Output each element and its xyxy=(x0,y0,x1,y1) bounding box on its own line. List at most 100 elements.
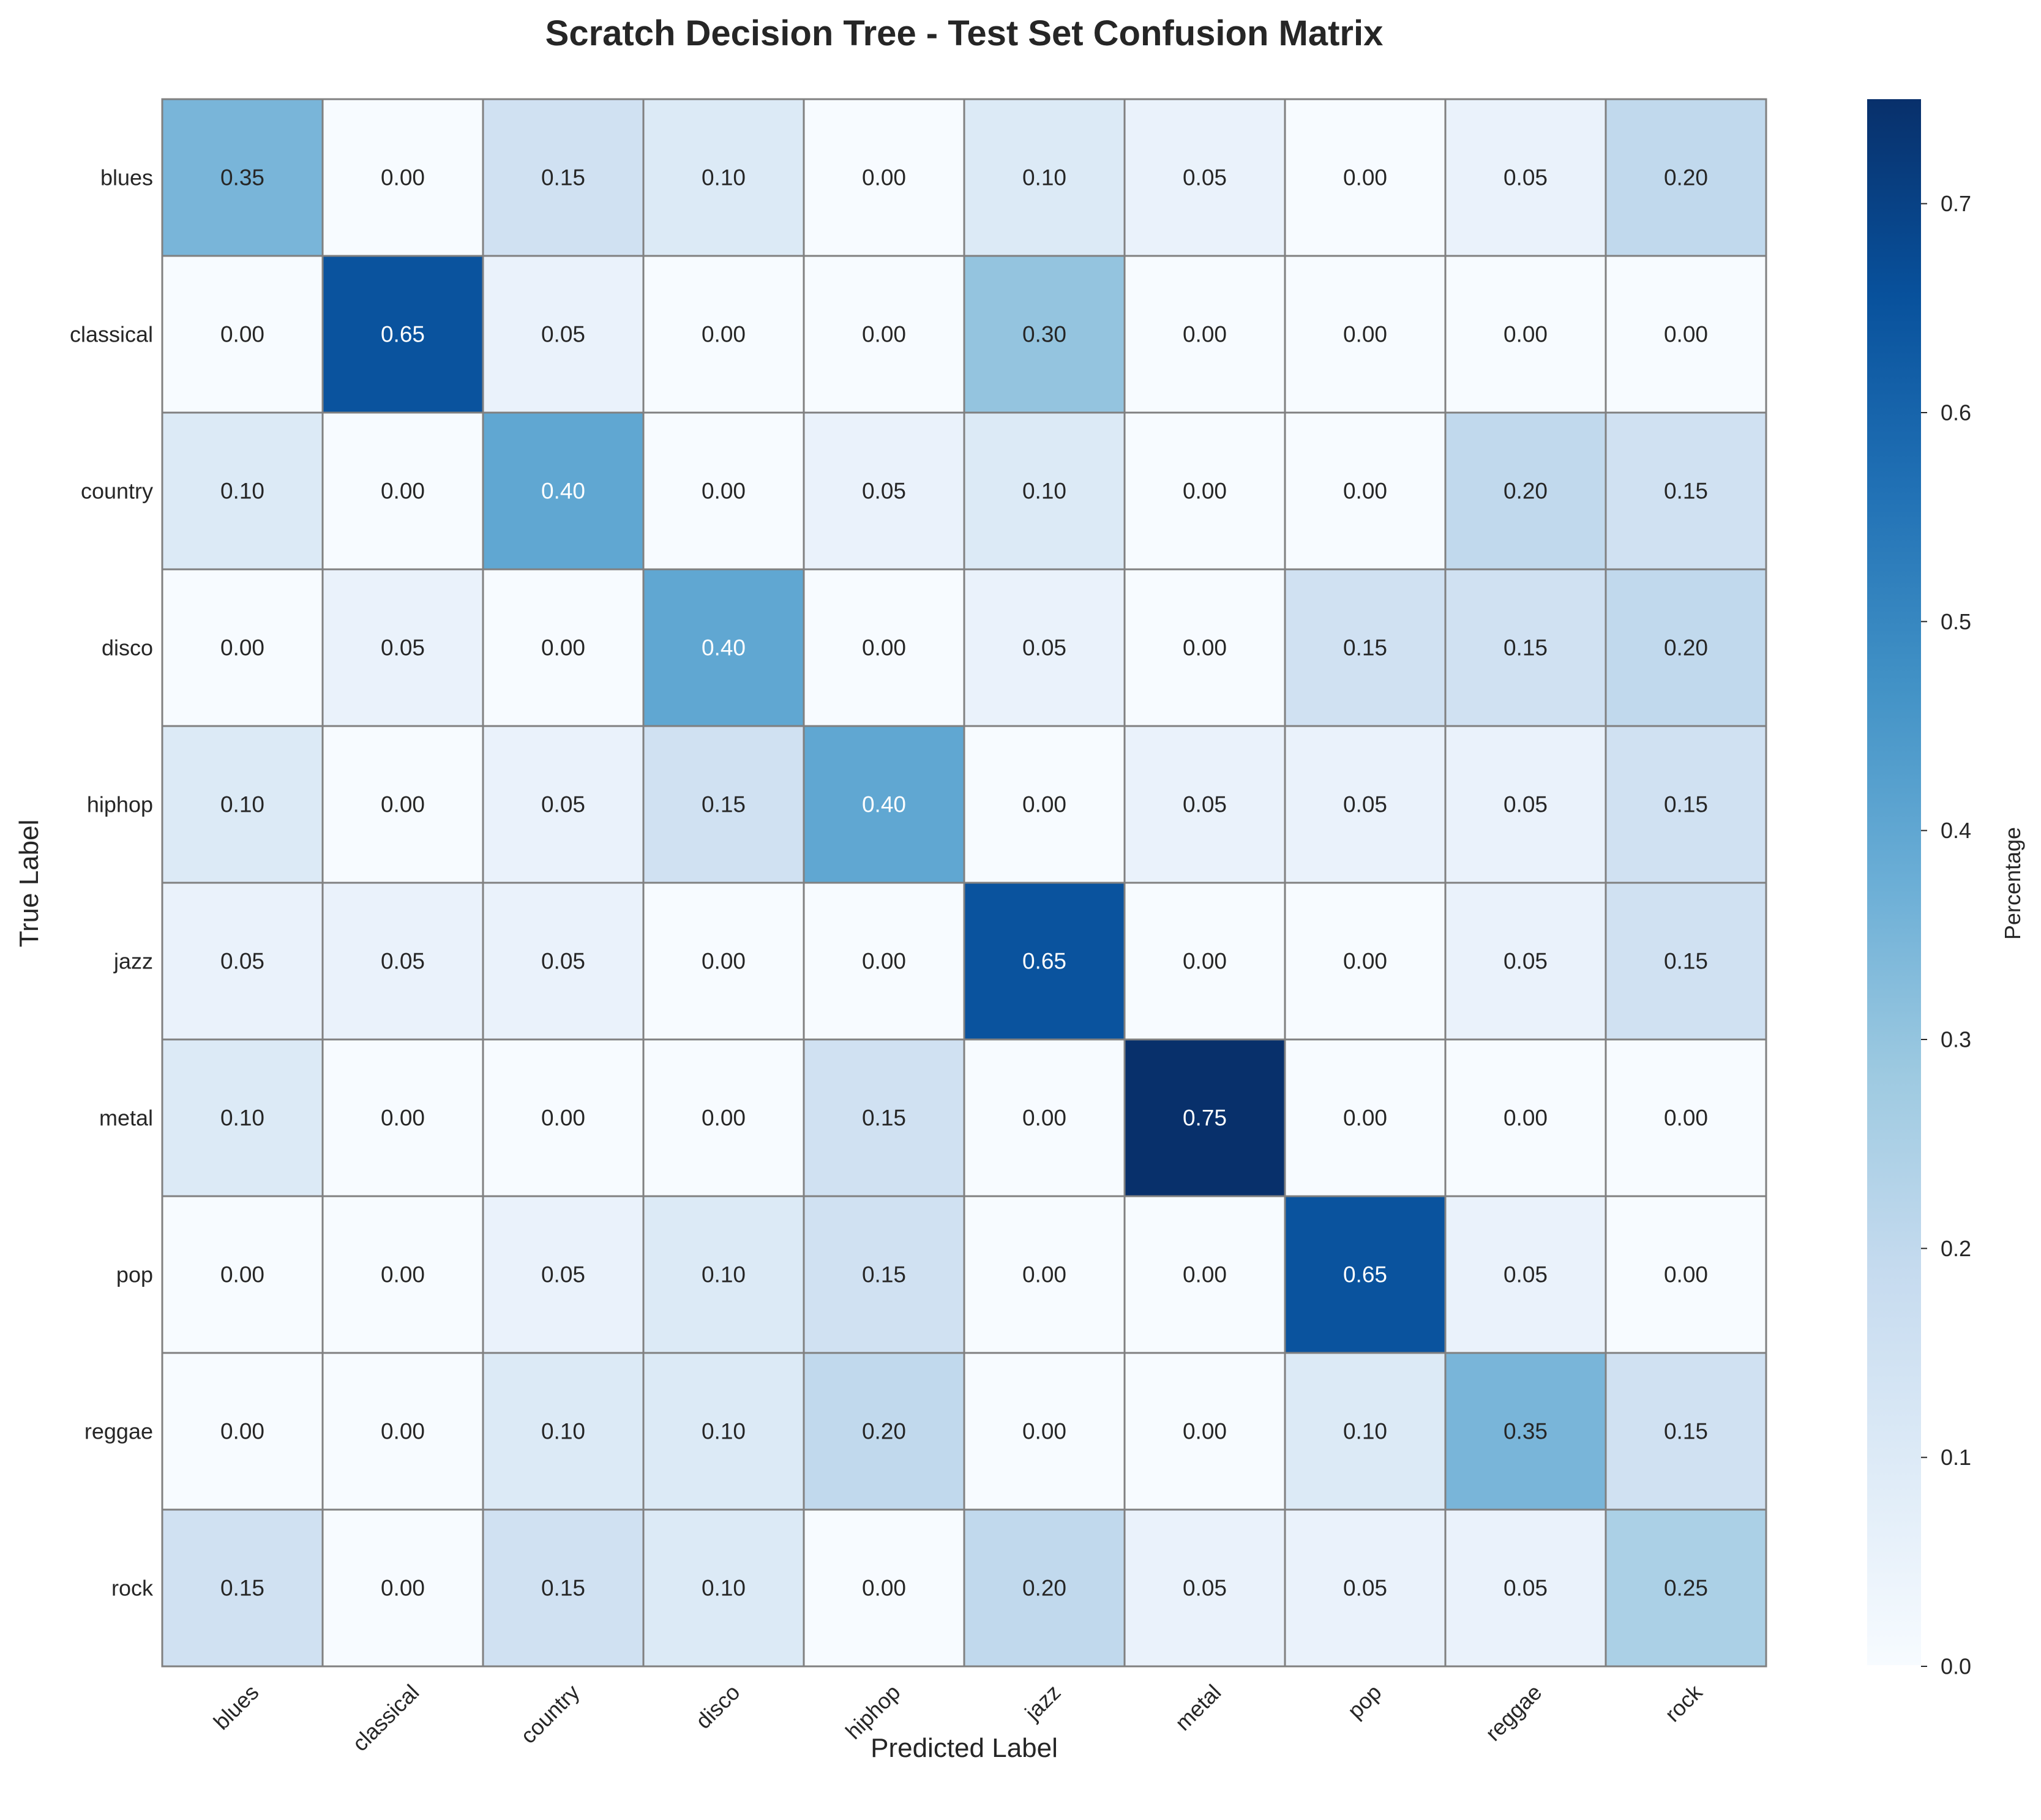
cell-value-label: 0.05 xyxy=(1183,1576,1227,1601)
heatmap-cell-disco-blues xyxy=(161,568,324,727)
cell-value-label: 0.00 xyxy=(1022,1106,1066,1131)
heatmap-cell-pop-country xyxy=(482,1195,645,1354)
cell-value-label: 0.00 xyxy=(1022,1262,1066,1287)
cell-value-label: 0.05 xyxy=(541,792,585,817)
heatmap-cell-reggae-reggae xyxy=(1444,1352,1607,1511)
cell-value-label: 0.00 xyxy=(862,165,906,190)
cell-value-label: 0.00 xyxy=(541,635,585,661)
cell-value-label: 0.05 xyxy=(381,635,425,661)
cell-value-label: 0.00 xyxy=(1183,1262,1227,1287)
heatmap-cell-reggae-classical xyxy=(321,1352,484,1511)
cell-value-label: 0.00 xyxy=(862,1576,906,1601)
heatmap-cell-disco-pop xyxy=(1284,568,1447,727)
cell-value-label: 0.05 xyxy=(862,479,906,504)
heatmap-cell-rock-blues xyxy=(161,1508,324,1668)
y-tick-label-classical: classical xyxy=(70,322,153,347)
heatmap-cell-reggae-rock xyxy=(1605,1352,1767,1511)
cell-value-label: 0.35 xyxy=(1504,1419,1548,1444)
y-tick-label-country: country xyxy=(81,479,153,504)
cell-value-label: 0.05 xyxy=(541,322,585,347)
cell-value-label: 0.65 xyxy=(1343,1262,1387,1287)
cell-value-label: 0.00 xyxy=(1343,165,1387,190)
cell-value-label: 0.00 xyxy=(1664,1262,1708,1287)
heatmap-cell-metal-rock xyxy=(1605,1038,1767,1197)
cell-value-label: 0.00 xyxy=(1343,322,1387,347)
cell-value-label: 0.00 xyxy=(220,635,264,661)
heatmap-cell-values: 0.35 0.00 0.15 0.10 0.00 0.10 0.05 0.00 0.05 0.20… xyxy=(220,165,1708,1601)
colorbar-label: Percentage xyxy=(2000,827,2025,940)
heatmap-cell-metal-classical xyxy=(321,1038,484,1197)
y-tick-label-blues: blues xyxy=(100,165,153,190)
cell-value-label: 0.00 xyxy=(381,1576,425,1601)
heatmap-cell-pop-classical xyxy=(321,1195,484,1354)
heatmap-cell-metal-reggae xyxy=(1444,1038,1607,1197)
cell-value-label: 0.05 xyxy=(1504,1262,1548,1287)
heatmap-cell-classical-rock xyxy=(1605,255,1767,414)
heatmap-cell-reggae-blues xyxy=(161,1352,324,1511)
x-axis-label: Predicted Label xyxy=(871,1733,1058,1763)
heatmap-cell-classical-hiphop xyxy=(803,255,965,414)
cell-value-label: 0.05 xyxy=(1022,635,1066,661)
heatmap-cell-rock-reggae xyxy=(1444,1508,1607,1668)
heatmap-cell-hiphop-pop xyxy=(1284,725,1447,884)
colorbar-tick-label: 0.4 xyxy=(1941,818,1971,843)
cell-value-label: 0.00 xyxy=(862,635,906,661)
heatmap-cell-pop-rock xyxy=(1605,1195,1767,1354)
cell-value-label: 0.00 xyxy=(1504,322,1548,347)
heatmap-cell-disco-jazz xyxy=(963,568,1126,727)
heatmap-cell-blues-reggae xyxy=(1444,98,1607,257)
heatmap-cell-country-classical xyxy=(321,411,484,571)
cell-value-label: 0.00 xyxy=(1183,635,1227,661)
heatmap-cell-blues-country xyxy=(482,98,645,257)
heatmap-cell-metal-country xyxy=(482,1038,645,1197)
heatmap-cell-pop-jazz xyxy=(963,1195,1126,1354)
cell-value-label: 0.15 xyxy=(1504,635,1548,661)
heatmap-cell-blues-rock xyxy=(1605,98,1767,257)
cell-value-label: 0.00 xyxy=(381,1419,425,1444)
heatmap-cell-jazz-reggae xyxy=(1444,882,1607,1041)
heatmap-cell-rock-country xyxy=(482,1508,645,1668)
y-axis-label: True Label xyxy=(14,820,44,948)
cell-value-label: 0.15 xyxy=(1343,635,1387,661)
heatmap-cell-classical-disco xyxy=(642,255,805,414)
cell-value-label: 0.05 xyxy=(541,949,585,974)
cell-value-label: 0.15 xyxy=(1664,949,1708,974)
colorbar-tick-label: 0.3 xyxy=(1941,1027,1971,1052)
y-tick-label-pop: pop xyxy=(116,1262,153,1287)
heatmap-cell-country-disco xyxy=(642,411,805,571)
cell-value-label: 0.05 xyxy=(1343,1576,1387,1601)
cell-value-label: 0.65 xyxy=(381,322,425,347)
heatmap-cell-reggae-metal xyxy=(1123,1352,1286,1511)
cell-value-label: 0.05 xyxy=(1343,792,1387,817)
heatmap-cell-country-jazz xyxy=(963,411,1126,571)
cell-value-label: 0.40 xyxy=(862,792,906,817)
heatmap-cell-disco-hiphop xyxy=(803,568,965,727)
cell-value-label: 0.15 xyxy=(862,1262,906,1287)
cell-value-label: 0.00 xyxy=(862,322,906,347)
cell-value-label: 0.10 xyxy=(1022,479,1066,504)
cell-value-label: 0.05 xyxy=(1504,165,1548,190)
heatmap-cell-classical-reggae xyxy=(1444,255,1607,414)
heatmap-cell-hiphop-metal xyxy=(1123,725,1286,884)
heatmap-cell-country-reggae xyxy=(1444,411,1607,571)
cell-value-label: 0.10 xyxy=(702,1419,746,1444)
heatmap-cell-rock-disco xyxy=(642,1508,805,1668)
y-tick-label-reggae: reggae xyxy=(84,1419,153,1444)
heatmap-cell-hiphop-jazz xyxy=(963,725,1126,884)
colorbar-tick-label: 0.6 xyxy=(1941,400,1971,425)
heatmap-cell-jazz-hiphop xyxy=(803,882,965,1041)
y-tick-label-disco: disco xyxy=(102,635,153,661)
heatmap-cell-blues-disco xyxy=(642,98,805,257)
heatmap-cell-country-blues xyxy=(161,411,324,571)
heatmap-cell-metal-pop xyxy=(1284,1038,1447,1197)
cell-value-label: 0.00 xyxy=(381,1262,425,1287)
cell-value-label: 0.15 xyxy=(1664,1419,1708,1444)
cell-value-label: 0.15 xyxy=(541,1576,585,1601)
heatmap-cell-country-country xyxy=(482,411,645,571)
cell-value-label: 0.00 xyxy=(702,1106,746,1131)
heatmap-cell-metal-disco xyxy=(642,1038,805,1197)
heatmap-cell-blues-metal xyxy=(1123,98,1286,257)
cell-value-label: 0.10 xyxy=(1022,165,1066,190)
cell-value-label: 0.10 xyxy=(220,1106,264,1131)
heatmap-cell-rock-rock xyxy=(1605,1508,1767,1668)
